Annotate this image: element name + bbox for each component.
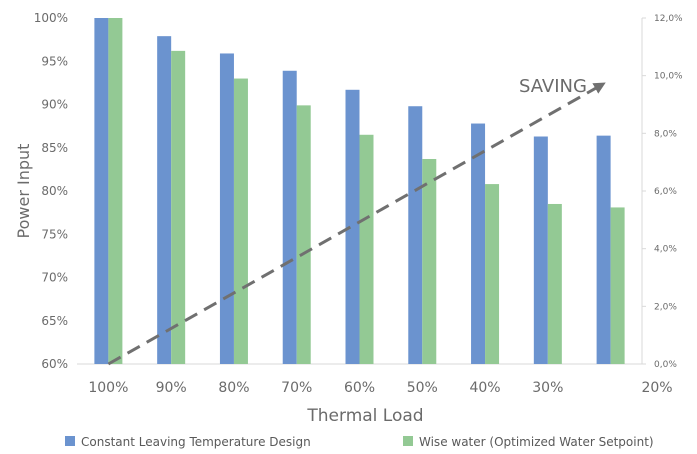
- y2-tick-label: 10,0%: [654, 72, 683, 82]
- x-tick-label: 80%: [218, 380, 249, 396]
- y2-tick-label: 12,0%: [654, 14, 683, 24]
- y-tick-label: 85%: [41, 141, 68, 155]
- y-tick-label: 95%: [41, 54, 68, 68]
- x-tick-label: 60%: [344, 380, 375, 396]
- bar-80pct-s2: [233, 78, 248, 365]
- y-tick-label: 65%: [41, 314, 68, 328]
- y-tick-label: 75%: [41, 227, 68, 241]
- bar-30pct-s2: [547, 203, 562, 364]
- legend: Constant Leaving Temperature Design Wise …: [65, 435, 654, 449]
- bar-40pct-s2: [485, 184, 500, 364]
- y-axis-title: Power Input: [14, 144, 33, 239]
- saving-arrow: [107, 82, 606, 366]
- bar-90pct-s1: [157, 36, 172, 364]
- legend-swatch-s2: [403, 436, 413, 446]
- bar-60pct-s1: [345, 89, 360, 365]
- legend-swatch-s1: [65, 436, 75, 446]
- y-tick-label: 60%: [41, 357, 68, 371]
- y-tick-label: 90%: [41, 98, 68, 112]
- saving-label: SAVING: [519, 76, 587, 97]
- x-tick-label: 30%: [532, 380, 563, 396]
- bar-40pct-s1: [471, 123, 486, 364]
- x-tick-label: 70%: [281, 380, 312, 396]
- x-tick-label: 50%: [407, 380, 438, 396]
- bar-20pct-s2: [610, 207, 625, 364]
- legend-label-s1: Constant Leaving Temperature Design: [81, 435, 311, 449]
- y2-tick-label: 8,0%: [654, 129, 677, 139]
- bar-100pct-s1: [94, 18, 109, 364]
- y-tick-label: 70%: [41, 271, 68, 285]
- x-axis-title: Thermal Load: [306, 406, 423, 426]
- x-tick-label: 40%: [469, 380, 500, 396]
- x-tick-label: 90%: [156, 380, 187, 396]
- axes: 60% 65% 70% 75% 80% 85% 90% 95% 100% 0,0% 2,0% 4,0%…: [14, 11, 683, 426]
- y2-tick-label: 6,0%: [654, 187, 677, 197]
- x-tick-label: 20%: [641, 380, 672, 396]
- y2-tick-label: 0,0%: [654, 360, 677, 370]
- bar-90pct-s2: [171, 50, 186, 365]
- y2-tick-label: 2,0%: [654, 302, 677, 312]
- bar-100pct-s2: [108, 18, 123, 364]
- bar-20pct-s1: [596, 135, 611, 364]
- annotation-layer: SAVING: [107, 76, 606, 366]
- bar-60pct-s2: [359, 134, 374, 364]
- y-tick-label: 80%: [41, 184, 68, 198]
- bar-80pct-s1: [219, 53, 234, 365]
- bar-50pct-s1: [408, 106, 423, 364]
- x-tick-label: 100%: [88, 380, 128, 396]
- y-tick-label: 100%: [34, 11, 68, 25]
- bar-50pct-s2: [422, 158, 437, 364]
- legend-label-s2: Wise water (Optimized Water Setpoint): [419, 435, 654, 449]
- bar-70pct-s1: [282, 70, 297, 364]
- bar-30pct-s1: [533, 136, 548, 364]
- bars: [94, 18, 625, 365]
- y2-tick-label: 4,0%: [654, 245, 677, 255]
- bar-70pct-s2: [296, 105, 311, 365]
